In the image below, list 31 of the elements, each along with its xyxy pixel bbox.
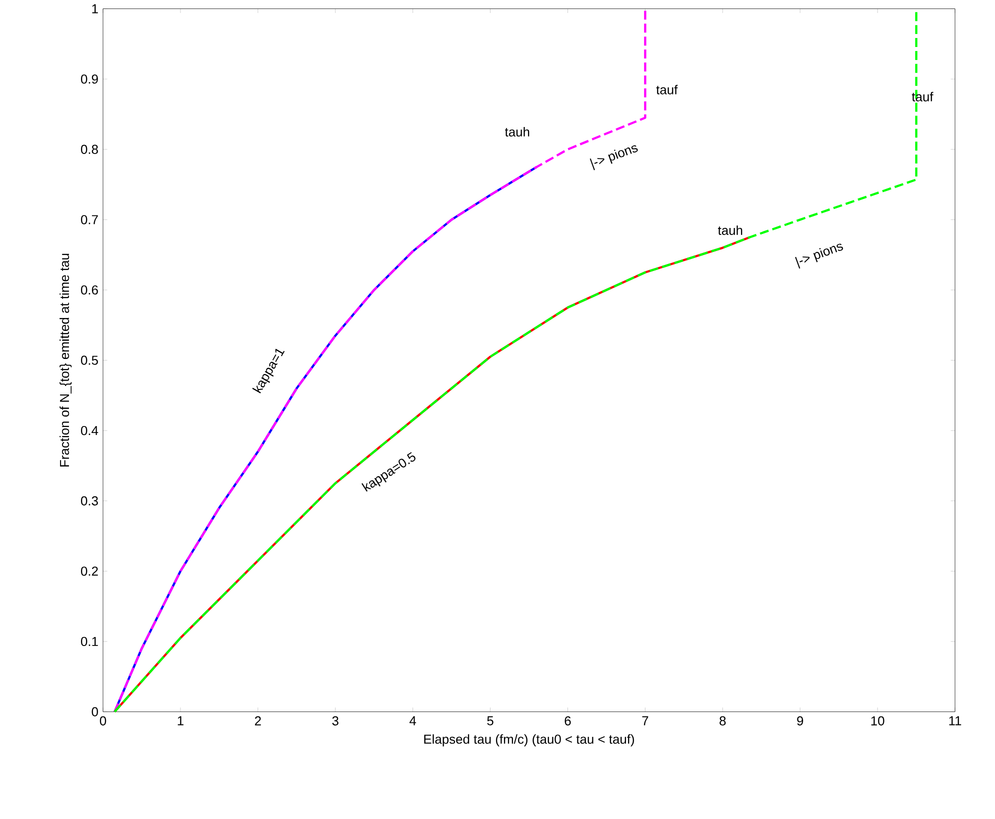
x-tick-label: 7 <box>642 716 648 726</box>
annotation: |-> pions <box>590 145 638 170</box>
x-tick-label: 8 <box>720 716 726 726</box>
x-axis-title: Elapsed tau (fm/c) (tau0 < tau < tauf) <box>424 734 634 746</box>
y-tick-label: 0 <box>92 707 98 716</box>
x-tick-label: 1 <box>178 716 184 726</box>
y-tick-label: 0.9 <box>80 74 98 84</box>
x-tick-label: 6 <box>564 716 571 726</box>
x-tick-label: 11 <box>949 716 962 726</box>
x-tick-label: 5 <box>487 716 494 726</box>
x-tick-label: 10 <box>871 716 884 726</box>
y-tick-label: 0.8 <box>80 144 98 154</box>
annotation: tauh <box>504 127 530 137</box>
y-tick-label: 0.2 <box>80 566 98 576</box>
y-tick-label: 0.3 <box>80 496 98 506</box>
annotation: tauf <box>912 92 934 102</box>
x-tick-label: 9 <box>797 716 804 726</box>
y-tick-label: 1 <box>92 4 98 14</box>
x-tick-label: 4 <box>410 716 416 726</box>
annotation: |-> pions <box>795 244 844 269</box>
y-tick-label: 0.4 <box>80 426 98 436</box>
y-tick-label: 0.7 <box>80 215 98 224</box>
y-axis-title: Fraction of N_{tot} emitted at time tau <box>60 254 72 467</box>
x-tick-label: 0 <box>100 716 106 726</box>
y-tick-label: 0.1 <box>80 636 98 646</box>
x-tick-label: 2 <box>254 716 261 726</box>
annotation: tauf <box>656 84 678 94</box>
annotation: tauh <box>718 226 742 236</box>
y-tick-label: 0.5 <box>80 356 98 365</box>
y-tick-label: 0.6 <box>80 285 98 295</box>
x-tick-label: 3 <box>332 716 338 726</box>
